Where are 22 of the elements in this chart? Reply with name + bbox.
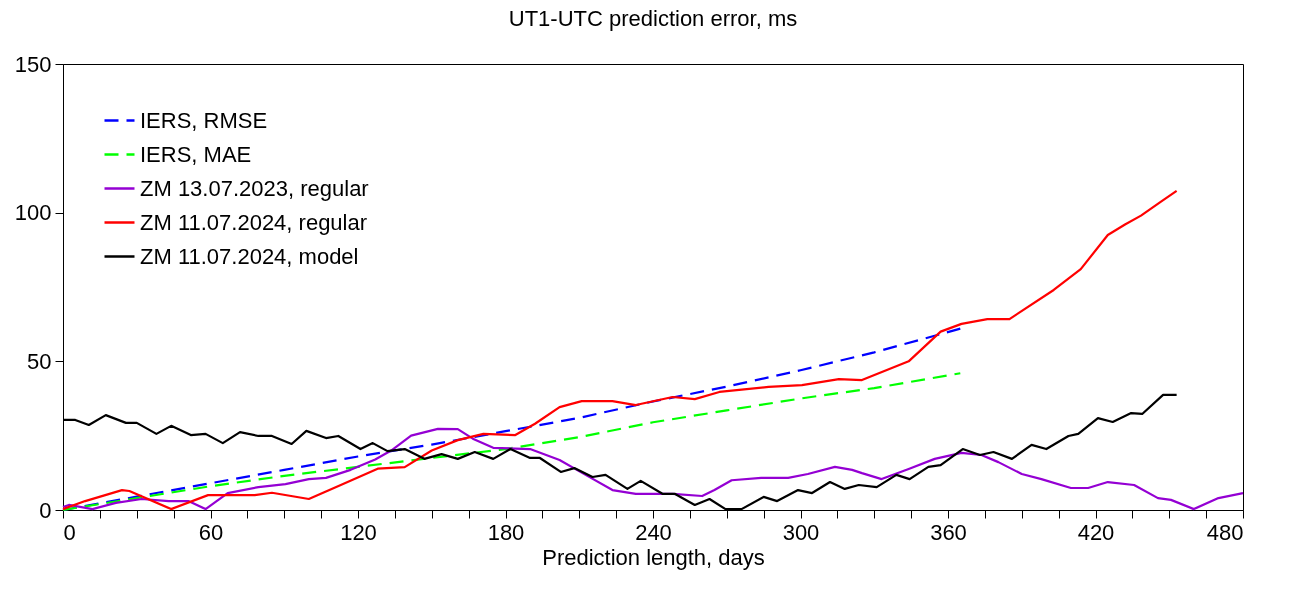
x-tick-label: 0 (63, 519, 76, 545)
y-tick-label: 0 (39, 497, 52, 523)
x-tick-label: 240 (635, 519, 672, 545)
legend-label: ZM 11.07.2024, model (140, 243, 359, 269)
legend-label: ZM 11.07.2024, regular (140, 209, 368, 235)
x-tick-label: 360 (930, 519, 967, 545)
x-tick-label: 180 (487, 519, 525, 545)
y-tick-label: 150 (14, 51, 52, 77)
x-tick-label: 60 (198, 519, 224, 545)
chart-title: UT1-UTC prediction error, ms (508, 6, 798, 31)
x-tick-label: 120 (340, 519, 377, 545)
x-tick-label: 420 (1077, 519, 1115, 545)
legend-label: IERS, RMSE (140, 107, 268, 133)
y-tick-label: 100 (14, 200, 52, 226)
x-axis-title: Prediction length, days (542, 544, 765, 570)
y-tick-label: 50 (27, 348, 52, 374)
line-series (61, 427, 1245, 511)
x-tick-label: 300 (782, 519, 820, 545)
x-tick-label: 480 (1206, 519, 1244, 545)
line-series (61, 372, 962, 512)
legend-label: ZM 13.07.2023, regular (140, 175, 369, 201)
legend-label: IERS, MAE (140, 141, 252, 167)
